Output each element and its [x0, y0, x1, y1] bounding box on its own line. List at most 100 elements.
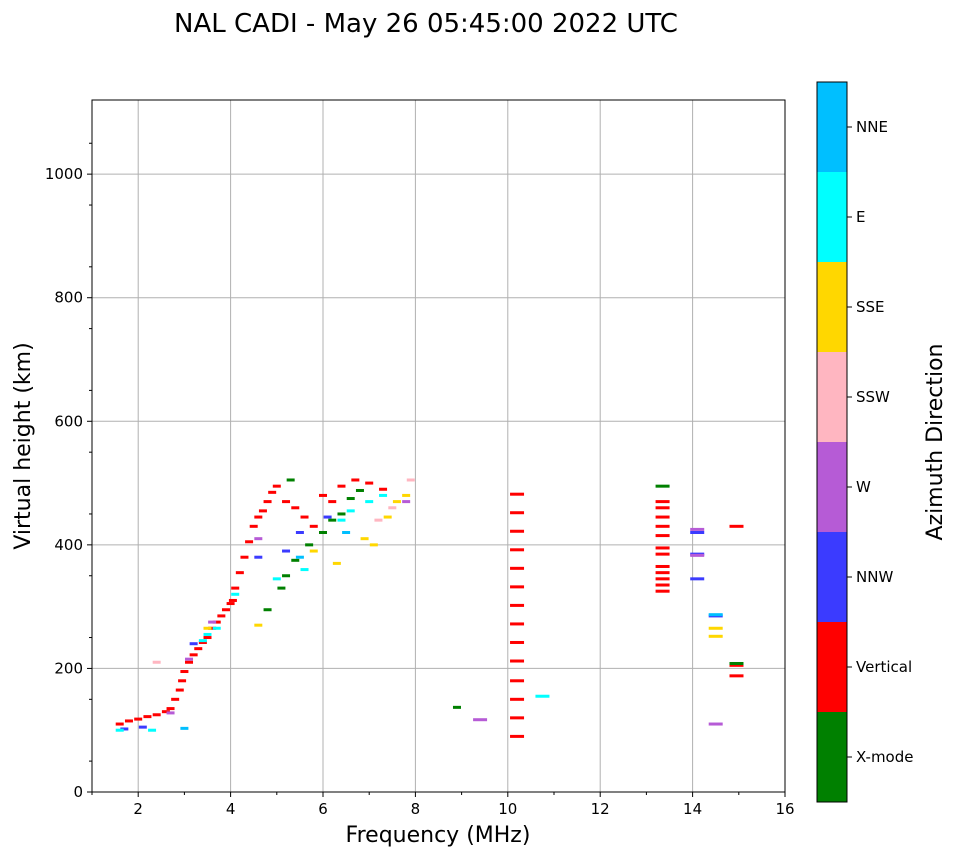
echo-point-vertical [510, 734, 525, 738]
echo-point-vertical [510, 640, 525, 644]
echo-point-sse [392, 500, 401, 504]
echo-point-vertical [328, 500, 337, 504]
echo-point-vertical [291, 506, 300, 510]
echo-point-vertical [655, 552, 670, 556]
echo-point-vertical [319, 493, 327, 497]
echo-point-vertical [166, 707, 175, 711]
x-tick-label: 8 [411, 800, 421, 818]
colorbar-label: Azimuth Direction [923, 343, 948, 540]
echo-point-e [300, 568, 309, 572]
echo-point-ssw [388, 506, 397, 510]
echo-point-e [212, 626, 221, 630]
colorbar-category-label: X-mode [856, 748, 913, 766]
echo-point-w [708, 722, 723, 726]
x-tick-label: 2 [133, 800, 143, 818]
echo-point-x-mode [346, 497, 355, 501]
echo-point-nne [708, 613, 723, 617]
echo-point-e [148, 728, 157, 732]
echo-point-e [231, 592, 240, 596]
y-tick-label: 800 [54, 289, 83, 307]
echo-point-vertical [217, 614, 226, 618]
echo-point-nne [180, 726, 189, 730]
colorbar-category-label: NNW [856, 568, 893, 586]
echo-point-ssw [374, 518, 383, 522]
echo-point-nnw [295, 531, 304, 534]
colorbar-frame [816, 81, 848, 803]
echo-point-x-mode [305, 543, 314, 547]
echo-point-vertical [194, 647, 203, 651]
colorbar-category-label: E [856, 208, 865, 226]
echo-point-w [166, 711, 175, 715]
echo-point-e [198, 639, 207, 643]
echo-point-vertical [655, 589, 670, 593]
echo-point-vertical [240, 555, 249, 559]
echo-point-vertical [309, 524, 318, 528]
colorbar-category-label: SSW [856, 388, 890, 406]
y-tick-label: 600 [54, 412, 83, 430]
echo-point-vertical [180, 670, 189, 674]
colorbar-segment [817, 82, 847, 172]
echo-point-x-mode [286, 478, 295, 482]
echo-point-vertical [226, 602, 235, 606]
echo-point-vertical [655, 577, 670, 581]
echo-point-x-mode [277, 586, 286, 590]
echo-point-e [203, 632, 212, 636]
echo-point-e [346, 509, 355, 513]
echo-point-e [272, 577, 281, 581]
colorbar-category-label: NNE [856, 118, 888, 136]
echo-point-vertical [510, 716, 525, 720]
echo-point-vertical [249, 524, 258, 528]
echo-point-vertical [231, 586, 240, 590]
echo-point-x-mode [729, 661, 744, 665]
echo-point-vertical [510, 529, 525, 533]
x-tick-label: 14 [683, 800, 702, 818]
data-marks [115, 478, 744, 738]
echo-point-vertical [655, 583, 670, 587]
echo-point-vertical [143, 715, 152, 719]
y-tick-label: 0 [73, 783, 83, 801]
echo-point-vertical [228, 598, 237, 602]
echo-point-x-mode [452, 705, 461, 709]
echo-point-sse [383, 515, 392, 519]
echo-point-vertical [510, 492, 525, 496]
echo-point-vertical [510, 603, 525, 607]
echo-point-vertical [510, 511, 525, 515]
echo-point-vertical [115, 722, 124, 726]
echo-point-sse [203, 626, 212, 630]
echo-point-vertical [655, 564, 670, 568]
colorbar-segment [817, 622, 847, 712]
echo-point-vertical [655, 546, 670, 550]
echo-point-x-mode [655, 484, 670, 488]
echo-point-vertical [175, 688, 184, 692]
echo-point-nnw [690, 577, 705, 581]
echo-point-vertical [268, 490, 277, 494]
echo-point-vertical [510, 548, 525, 552]
echo-point-vertical [134, 717, 143, 721]
echo-point-sse [254, 623, 263, 627]
echo-point-e [337, 518, 346, 522]
echo-point-vertical [655, 500, 670, 504]
echo-point-vertical [379, 487, 388, 491]
echo-point-x-mode [282, 574, 291, 578]
echo-point-x-mode [319, 531, 327, 534]
echo-point-vertical [221, 608, 230, 612]
echo-point-vertical [510, 566, 525, 570]
echo-point-vertical [300, 515, 309, 519]
echo-point-vertical [282, 500, 291, 504]
echo-point-vertical [198, 640, 207, 644]
echo-point-vertical [351, 478, 360, 482]
echo-point-vertical [272, 484, 281, 488]
echo-point-vertical [655, 571, 670, 575]
echo-point-nnw [323, 515, 332, 519]
echo-point-w [402, 500, 411, 504]
echo-point-nnw [254, 555, 263, 559]
colorbar: X-mode Vertical NNW W SSW SSE E NNE [816, 81, 913, 803]
y-axis-ticks: 0 200 400 600 800 1000 [45, 142, 92, 801]
y-tick-label: 400 [54, 536, 83, 554]
echo-point-vertical [655, 515, 670, 519]
grid-lines [92, 100, 786, 792]
echo-point-e [535, 694, 550, 698]
echo-point-vertical [212, 620, 221, 624]
echo-point-nnw [282, 549, 291, 553]
